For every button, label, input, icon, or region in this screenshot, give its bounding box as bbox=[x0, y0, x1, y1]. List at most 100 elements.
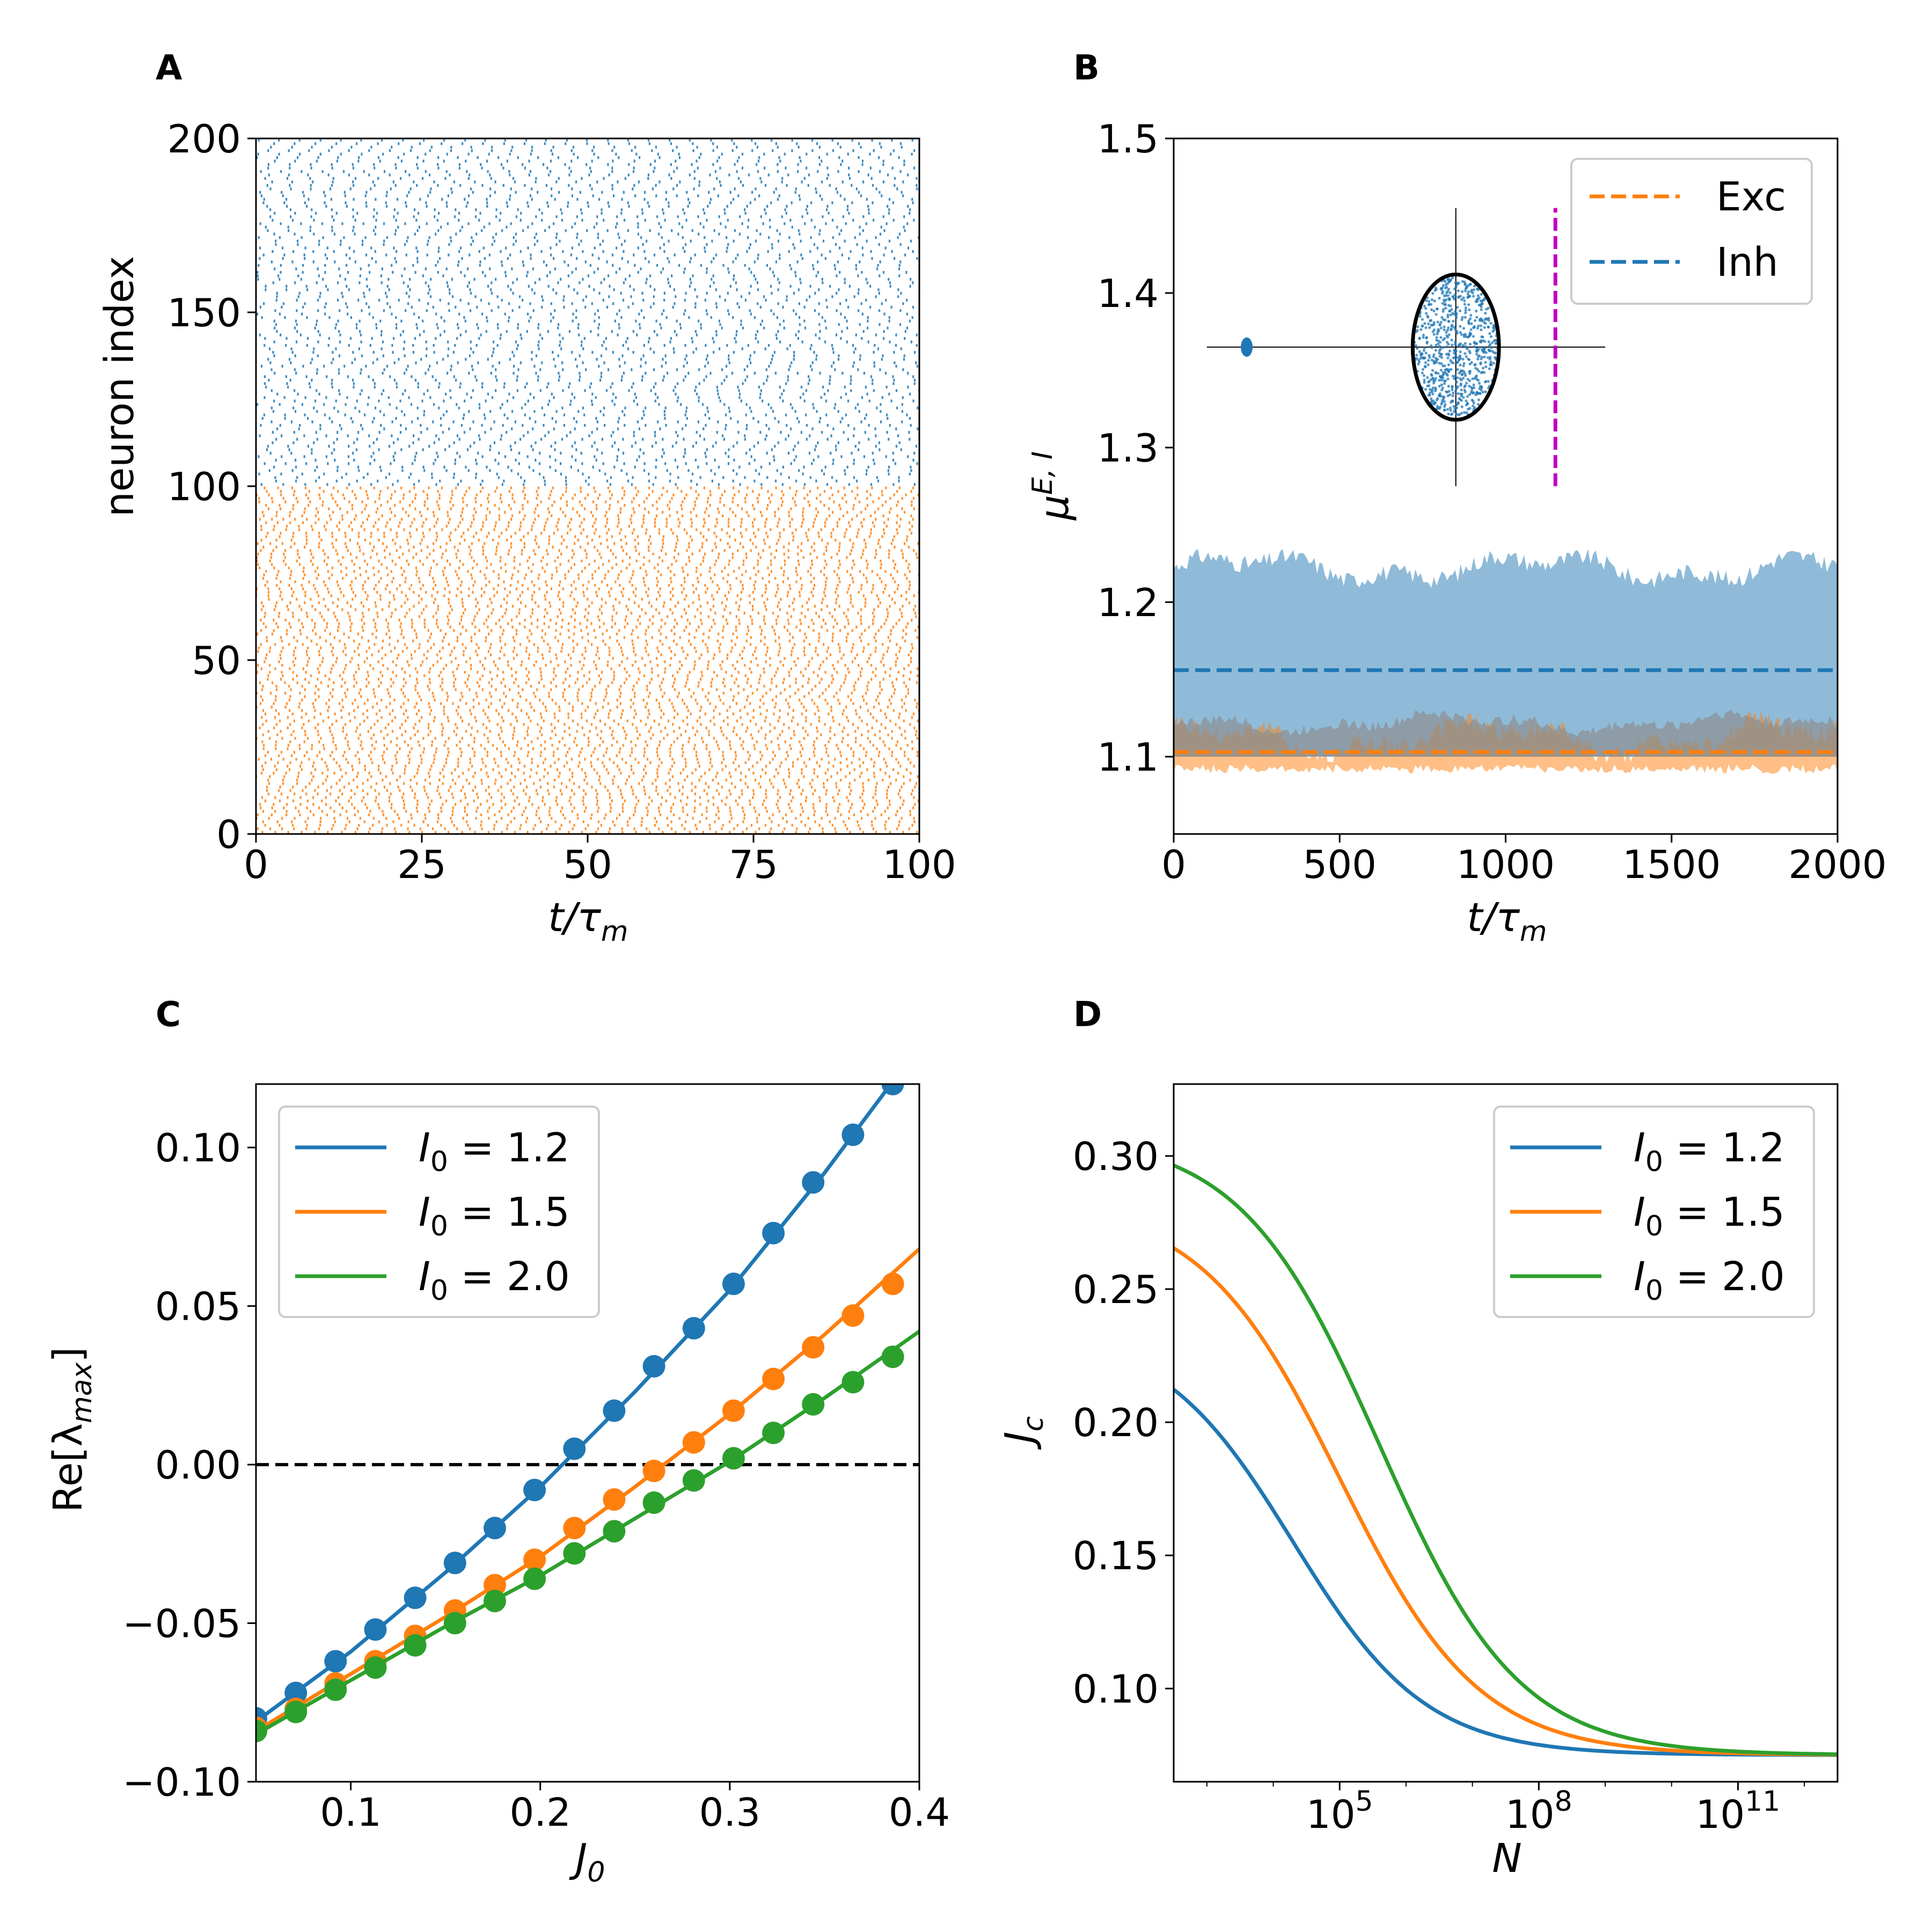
eigenvalue-point bbox=[1446, 356, 1450, 360]
y-tick-label: 0.10 bbox=[1073, 1666, 1159, 1711]
eigenvalue-point bbox=[1438, 355, 1441, 358]
eigenvalue-point bbox=[1464, 333, 1467, 336]
band-overlap bbox=[1174, 709, 1838, 757]
eigenvalue-point bbox=[1425, 312, 1428, 315]
spike-train bbox=[269, 361, 917, 364]
data-point bbox=[443, 1552, 466, 1575]
data-point bbox=[324, 1678, 347, 1701]
eigenvalue-point bbox=[1474, 393, 1477, 397]
data-point bbox=[841, 1304, 865, 1327]
eigenvalue-point bbox=[1435, 339, 1438, 342]
spike-train bbox=[265, 288, 920, 291]
eigenvalue-point bbox=[1457, 296, 1460, 299]
eigenvalue-point bbox=[1480, 328, 1483, 332]
spike-train bbox=[262, 723, 911, 726]
x-tick-label: 50 bbox=[563, 842, 612, 887]
spike-train bbox=[258, 236, 920, 239]
spike-train bbox=[260, 772, 912, 775]
eigenvalue-point bbox=[1484, 312, 1487, 315]
eigenvalue-point bbox=[1445, 368, 1448, 371]
eigenvalue-point bbox=[1468, 334, 1472, 337]
eigenvalue-point bbox=[1451, 276, 1454, 280]
panel-c-ylabel: Re[λmax] bbox=[45, 1347, 98, 1512]
eigenvalue-point bbox=[1460, 298, 1463, 301]
x-tick-label: 75 bbox=[729, 842, 778, 887]
eigenvalue-point bbox=[1472, 295, 1475, 298]
legend-i20-label: I0 = 2.0 bbox=[419, 1254, 570, 1307]
spike-train bbox=[259, 681, 918, 684]
eigenvalue-point bbox=[1422, 333, 1425, 337]
eigenvalue-point bbox=[1428, 354, 1431, 357]
spike-train bbox=[268, 173, 909, 177]
eigenvalue-point bbox=[1433, 328, 1436, 332]
panel-d-series bbox=[1172, 1163, 1838, 1757]
spike-train bbox=[259, 726, 916, 729]
spike-train bbox=[260, 364, 918, 368]
eigenvalue-point bbox=[1450, 339, 1453, 342]
spike-train bbox=[262, 685, 907, 688]
data-point bbox=[802, 1336, 825, 1359]
eigenvalue-point bbox=[1436, 308, 1439, 311]
eigenvalue-point bbox=[1480, 389, 1483, 392]
eigenvalue-point bbox=[1423, 356, 1426, 360]
spike-train bbox=[259, 566, 909, 569]
spike-train bbox=[257, 650, 912, 653]
tick-exponent: 11 bbox=[1745, 1785, 1780, 1818]
data-point bbox=[284, 1701, 308, 1723]
eigenvalue-point bbox=[1492, 324, 1495, 327]
eigenvalue-point bbox=[1474, 319, 1477, 322]
eigenvalue-point bbox=[1457, 289, 1460, 292]
panel-b-bands bbox=[1174, 548, 1838, 774]
spike-train bbox=[259, 305, 914, 309]
eigenvalue-point bbox=[1456, 376, 1459, 379]
spike-train bbox=[260, 194, 904, 197]
eigenvalue-point bbox=[1441, 376, 1445, 379]
data-point bbox=[484, 1517, 506, 1540]
eigenvalue-point bbox=[1475, 349, 1478, 353]
spike-train bbox=[257, 542, 919, 545]
eigenvalue-point bbox=[1428, 356, 1431, 359]
eigenvalue-point bbox=[1427, 322, 1430, 325]
eigenvalue-point bbox=[1487, 340, 1490, 343]
spike-train bbox=[267, 229, 906, 232]
eigenvalue-point bbox=[1456, 368, 1459, 371]
eigenvalue-point bbox=[1462, 296, 1465, 299]
eigenvalue-point bbox=[1457, 401, 1460, 404]
eigenvalue-point bbox=[1467, 322, 1471, 325]
eigenvalue-point bbox=[1460, 373, 1463, 377]
spike-train bbox=[258, 264, 901, 267]
eigenvalue-point bbox=[1470, 387, 1474, 390]
eigenvalue-point bbox=[1484, 361, 1487, 364]
raster-spikes bbox=[255, 138, 920, 834]
eigenvalue-point bbox=[1425, 299, 1428, 302]
panel-b-ylabel: μE, I bbox=[1027, 451, 1078, 521]
eigenvalue-point bbox=[1492, 326, 1495, 330]
eigenvalue-point bbox=[1468, 308, 1471, 311]
eigenvalue-point bbox=[1479, 361, 1482, 364]
spike-train bbox=[261, 716, 913, 719]
eigenvalue-point bbox=[1464, 374, 1467, 377]
eigenvalue-point bbox=[1421, 368, 1425, 371]
eigenvalue-point bbox=[1472, 383, 1475, 386]
spike-train bbox=[255, 705, 918, 709]
eigenvalue-point bbox=[1443, 408, 1446, 412]
eigenvalue-point bbox=[1473, 406, 1476, 409]
spike-train bbox=[264, 462, 918, 465]
eigenvalue-point bbox=[1477, 303, 1481, 307]
spike-train bbox=[262, 709, 920, 712]
eigenvalue-point bbox=[1456, 356, 1459, 359]
eigenvalue-point bbox=[1460, 412, 1463, 415]
spike-train bbox=[263, 413, 908, 416]
eigenvalue-point bbox=[1440, 399, 1444, 402]
eigenvalue-point bbox=[1475, 310, 1478, 313]
eigenvalue-point bbox=[1418, 350, 1421, 354]
spike-train bbox=[273, 340, 912, 343]
spike-train bbox=[266, 639, 920, 642]
spike-train bbox=[270, 389, 920, 392]
eigenvalue-point bbox=[1463, 389, 1466, 392]
spike-train bbox=[266, 490, 912, 493]
eigenvalue-point bbox=[1480, 305, 1483, 309]
spike-train bbox=[258, 455, 909, 458]
spike-train bbox=[255, 737, 918, 740]
